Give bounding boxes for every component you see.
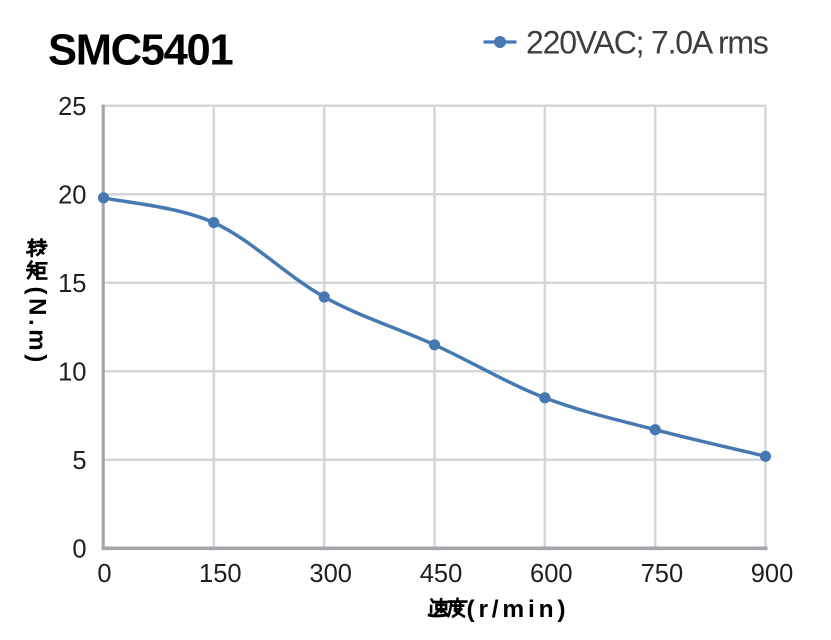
svg-text:10: 10 [58, 358, 86, 386]
svg-text:0: 0 [97, 560, 111, 588]
svg-text:600: 600 [530, 560, 573, 588]
svg-text:0: 0 [72, 535, 86, 563]
svg-text:20: 20 [58, 181, 86, 209]
svg-text:900: 900 [751, 560, 794, 588]
svg-text:750: 750 [641, 560, 684, 588]
svg-text:(N.m): (N.m) [24, 287, 51, 366]
svg-text:300: 300 [309, 560, 352, 588]
svg-text:220VAC; 7.0A rms: 220VAC; 7.0A rms [526, 25, 768, 61]
svg-text:150: 150 [199, 560, 242, 588]
svg-text:450: 450 [420, 560, 463, 588]
svg-text:(r/min): (r/min) [467, 596, 570, 623]
svg-text:15: 15 [58, 270, 86, 298]
svg-text:5: 5 [72, 447, 86, 475]
svg-text:SMC5401: SMC5401 [48, 27, 232, 75]
svg-text:25: 25 [58, 93, 86, 121]
